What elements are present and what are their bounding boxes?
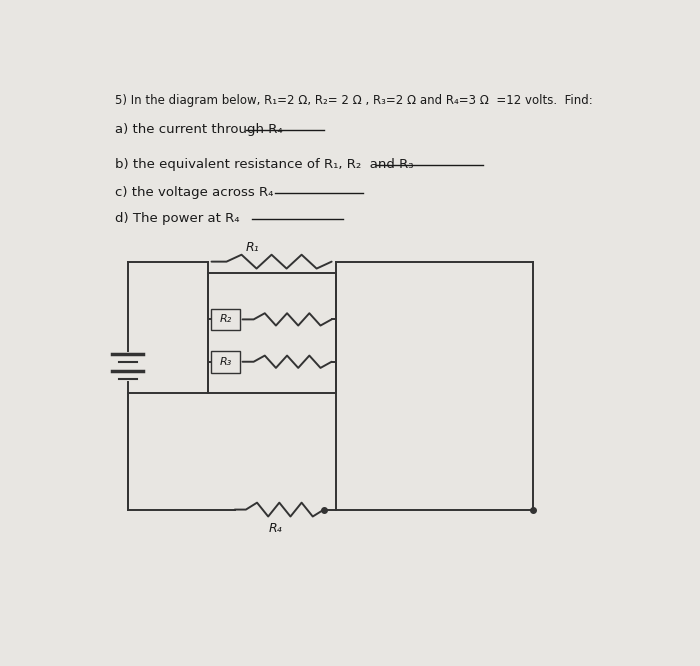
Text: R₄: R₄ — [269, 522, 282, 535]
Text: d) The power at R₄: d) The power at R₄ — [115, 212, 239, 225]
Text: R₃: R₃ — [219, 357, 232, 367]
Text: R₁: R₁ — [246, 241, 259, 254]
Text: R₂: R₂ — [219, 314, 232, 324]
Text: b) the equivalent resistance of R₁, R₂  and R₃: b) the equivalent resistance of R₁, R₂ a… — [115, 158, 413, 170]
Bar — [211, 351, 240, 372]
Text: 5) In the diagram below, R₁=2 Ω, R₂= 2 Ω , R₃=2 Ω and R₄=3 Ω  =12 volts.  Find:: 5) In the diagram below, R₁=2 Ω, R₂= 2 Ω… — [115, 94, 592, 107]
Text: c) the voltage across R₄: c) the voltage across R₄ — [115, 186, 273, 199]
Bar — [211, 308, 240, 330]
Text: a) the current through R₄: a) the current through R₄ — [115, 123, 282, 136]
Bar — [208, 273, 335, 392]
